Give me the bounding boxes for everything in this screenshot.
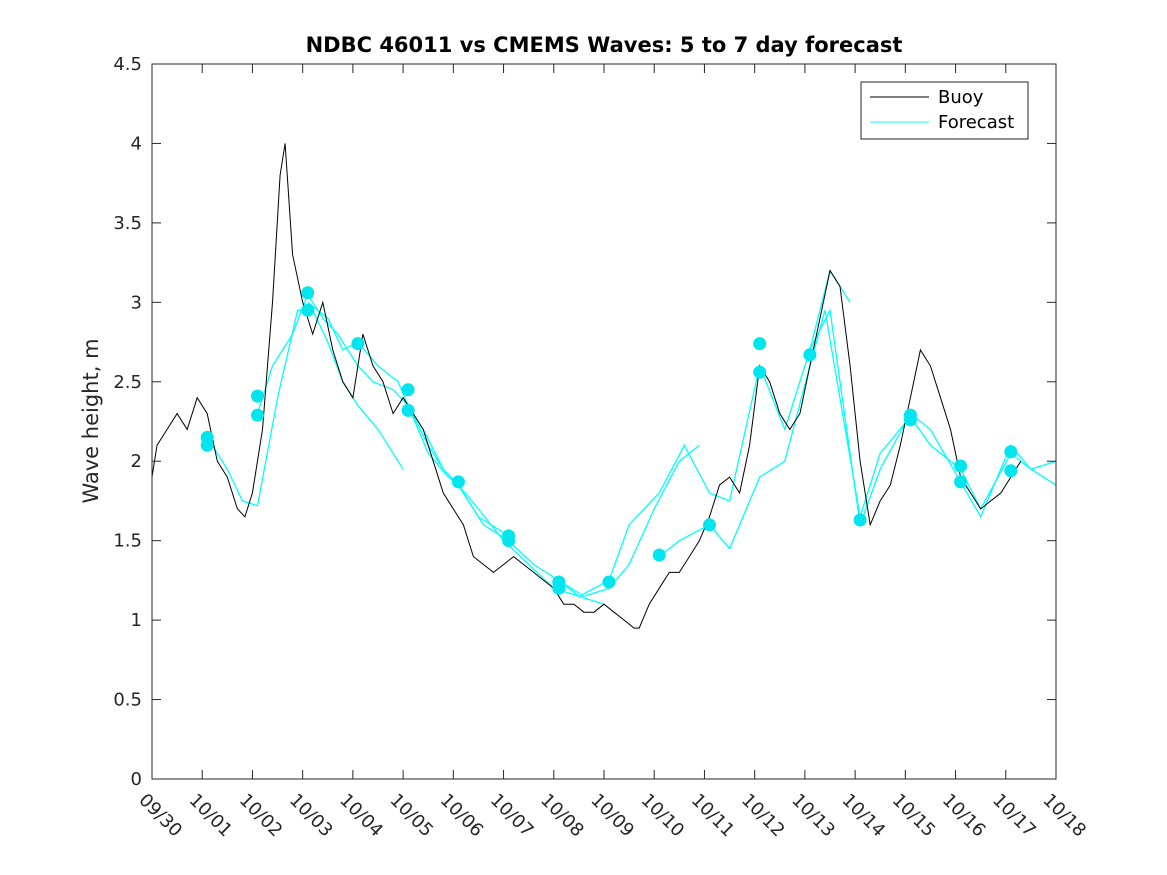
x-tick-label: 10/14 [838, 790, 890, 842]
forecast-marker [903, 413, 917, 427]
forecast-marker [703, 518, 716, 532]
x-tick-label: 10/12 [737, 790, 789, 842]
y-tick-label: 1.5 [113, 531, 142, 552]
legend-forecast-label: Forecast [938, 112, 1014, 133]
forecast-marker [301, 303, 315, 317]
legend: Buoy Forecast [860, 81, 1029, 140]
x-tick-label: 10/09 [586, 790, 638, 842]
forecast-marker [652, 548, 666, 562]
forecast-marker [753, 337, 767, 351]
forecast-marker [251, 389, 264, 403]
forecast-marker [401, 403, 415, 417]
forecast-marker [451, 475, 465, 489]
forecast-line-3 [307, 301, 605, 605]
x-tick-label: 10/16 [938, 790, 990, 842]
x-tick-label: 10/02 [235, 790, 287, 842]
forecast-marker [251, 408, 264, 422]
forecast-marker [200, 438, 214, 452]
forecast-marker [803, 348, 817, 362]
forecast-marker [853, 513, 867, 527]
buoy-line [151, 143, 1022, 629]
legend-buoy-label: Buoy [938, 87, 984, 108]
y-tick-label: 3 [131, 292, 142, 313]
x-tick-label: 09/30 [134, 790, 186, 842]
y-tick-label: 2 [131, 451, 142, 472]
x-tick-label: 10/10 [637, 790, 689, 842]
forecast-marker [1004, 464, 1018, 478]
forecast-marker [602, 575, 616, 589]
x-tick-label: 10/06 [436, 790, 488, 842]
x-tick-label: 10/07 [486, 790, 538, 842]
x-tick-label: 10/08 [536, 790, 588, 842]
x-tick-label: 10/05 [386, 790, 438, 842]
legend-box [860, 81, 1029, 140]
x-tick-label: 10/11 [687, 790, 739, 842]
forecast-marker [502, 534, 516, 548]
forecast-marker [954, 459, 968, 473]
y-tick-label: 2.5 [113, 372, 142, 393]
forecast-marker [401, 383, 415, 397]
chart-title: NDBC 46011 vs CMEMS Waves: 5 to 7 day fo… [306, 33, 903, 57]
y-axis-label: Wave height, m [79, 338, 103, 503]
y-tick-label: 0.5 [113, 690, 142, 711]
y-tick-label: 1 [131, 610, 142, 631]
forecast-marker [954, 475, 968, 489]
x-tick-label: 10/13 [787, 790, 839, 842]
y-tick-label: 4 [131, 133, 142, 154]
forecast-marker [753, 365, 767, 379]
x-tick-label: 10/15 [888, 790, 940, 842]
forecast-line-7 [809, 308, 1057, 526]
x-tick-label: 10/03 [285, 790, 337, 842]
x-tick-label: 10/17 [988, 790, 1040, 842]
forecast-line-4 [407, 405, 700, 598]
y-tick-label: 0 [131, 769, 142, 790]
forecast-marker [351, 337, 365, 351]
forecast-marker [1004, 445, 1018, 459]
y-tick-label: 4.5 [113, 54, 142, 75]
y-tick-label: 3.5 [113, 213, 142, 234]
series-layer [151, 143, 1057, 629]
x-tick-label: 10/18 [1038, 790, 1090, 842]
forecast-marker [552, 581, 566, 595]
x-tick-label: 10/01 [185, 790, 237, 842]
forecast-marker [301, 286, 315, 300]
x-tick-label: 10/04 [335, 790, 387, 842]
